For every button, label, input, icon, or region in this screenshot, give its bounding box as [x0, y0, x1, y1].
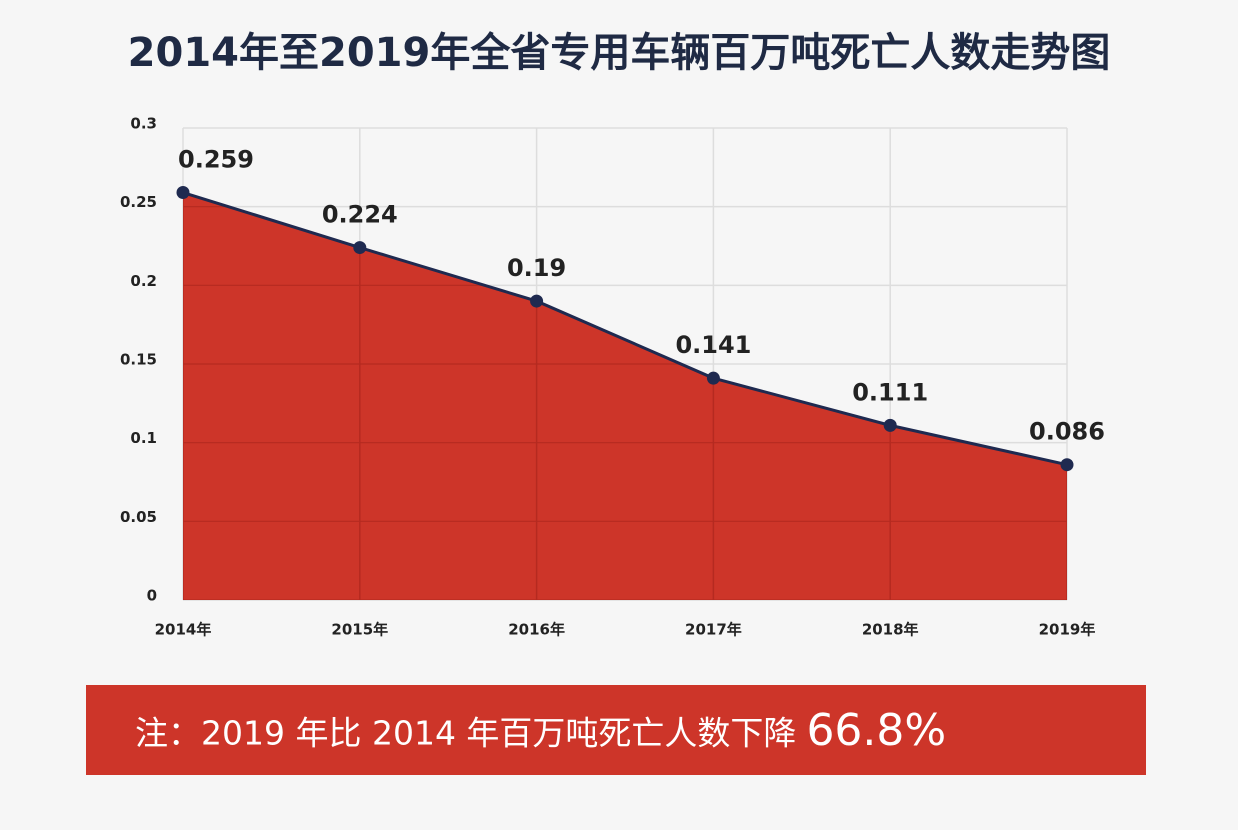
y-tick-label: 0.25 — [120, 193, 157, 211]
x-tick-label: 2015年 — [331, 621, 388, 639]
point — [1060, 458, 1074, 472]
y-tick-label: 0.1 — [130, 429, 157, 447]
x-tick-label: 2016年 — [508, 621, 565, 639]
point — [530, 294, 544, 308]
data-label: 0.086 — [1029, 418, 1105, 446]
point — [353, 241, 367, 255]
data-label: 0.224 — [322, 201, 398, 229]
y-tick-label: 0.2 — [130, 272, 157, 290]
data-label: 0.19 — [507, 254, 566, 282]
x-tick-label: 2014年 — [155, 621, 212, 639]
x-tick-label: 2017年 — [685, 621, 742, 639]
y-tick-label: 0.05 — [120, 508, 157, 526]
point — [883, 418, 897, 432]
y-tick-label: 0.3 — [130, 115, 157, 133]
x-tick-label: 2018年 — [862, 621, 919, 639]
point — [706, 371, 720, 385]
point — [176, 186, 190, 200]
data-label: 0.259 — [178, 146, 254, 174]
note-box — [86, 685, 1146, 775]
chart-title: 2014年至2019年全省专用车辆百万吨死亡人数走势图 — [128, 30, 1111, 76]
note-highlight: 66.8% — [806, 705, 946, 756]
data-label: 0.111 — [852, 378, 928, 406]
data-label: 0.141 — [675, 331, 751, 359]
area — [183, 192, 1067, 601]
y-tick-label: 0.15 — [120, 351, 157, 369]
x-tick-label: 2019年 — [1039, 621, 1096, 639]
y-tick-label: 0 — [147, 587, 157, 605]
line — [182, 191, 1068, 467]
note-text: 注：2019 年比 2014 年百万吨死亡人数下降 — [135, 714, 796, 753]
